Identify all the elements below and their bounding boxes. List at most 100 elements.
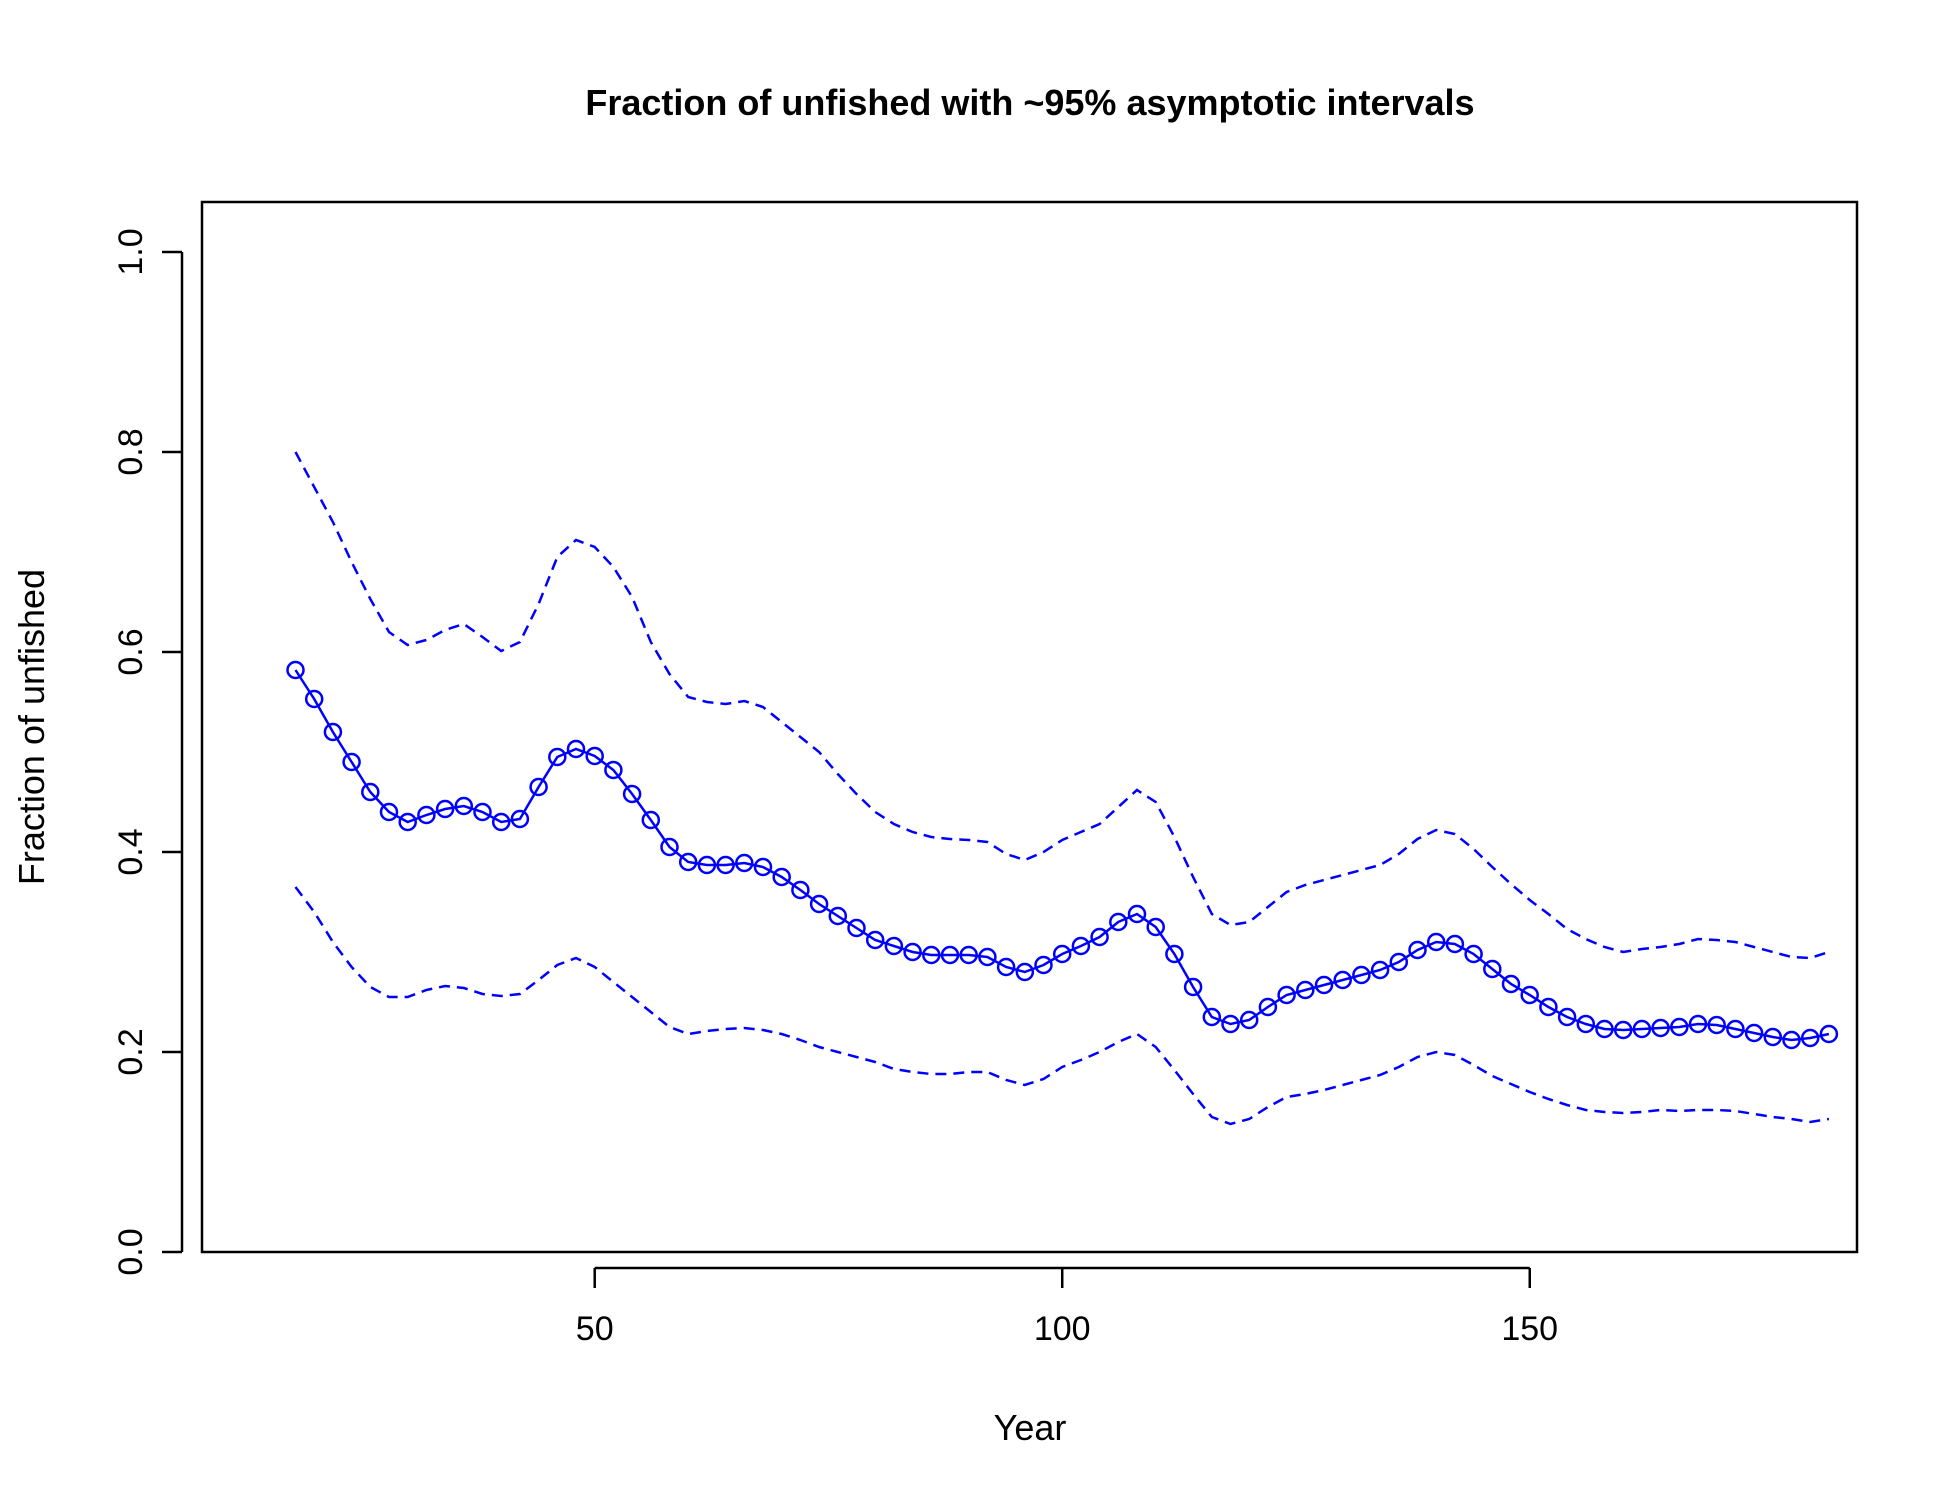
estimate-point [1015,962,1035,982]
estimate-point [361,782,380,802]
estimate-point [1277,985,1296,1005]
estimate-point [1670,1017,1689,1037]
estimate-point [1651,1018,1670,1038]
estimate-point [1520,985,1539,1005]
estimate-point [510,809,530,829]
y-tick-label: 0.0 [112,1228,150,1275]
y-tick-label: 0.2 [112,1028,150,1075]
estimate-point [1352,965,1371,985]
estimate-point [435,799,455,819]
estimate-point [1034,955,1053,975]
estimate-line [294,669,1830,1042]
estimate-point [791,880,810,900]
estimate-point [1688,1014,1708,1034]
x-axis-label: Year [994,1407,1067,1448]
estimate-point [1239,1010,1259,1030]
estimate-point [1127,904,1147,924]
estimate-point [1613,1020,1633,1040]
estimate-point [566,739,586,759]
estimate-point [1426,932,1446,952]
estimate-point [529,777,548,797]
estimate-point [1782,1030,1801,1050]
estimate-point [1744,1023,1764,1043]
estimate-point [1483,959,1502,979]
estimate-point [809,894,829,914]
estimate-point [865,930,885,950]
estimate-point [678,852,698,872]
estimate-point [585,746,604,766]
y-axis: 0.0 0.2 0.4 0.6 0.8 1.0 [112,228,184,1276]
estimate-point [1071,936,1091,956]
estimate-series-layer [286,660,1839,1050]
estimate-point [1408,940,1427,960]
estimate-point [1800,1028,1820,1048]
estimate-point [1183,977,1203,997]
x-tick-label: 150 [1501,1310,1558,1348]
confidence-interval-layer [294,451,1830,1126]
estimate-point [604,760,623,780]
y-tick-label: 0.6 [112,628,150,675]
estimate-point [304,689,324,709]
estimate-point [959,945,978,965]
x-tick-label: 100 [1034,1310,1091,1348]
estimate-point [473,802,492,822]
estimate-point [1314,975,1334,995]
x-tick-label: 50 [576,1310,614,1348]
estimate-point [772,867,791,887]
estimate-point [1445,934,1465,954]
estimate-point [1389,952,1409,972]
estimate-point [978,947,997,967]
plot-frame [200,200,1859,1254]
estimate-point [1333,970,1352,990]
estimate-point [940,945,960,965]
estimate-point [1763,1027,1783,1047]
estimate-point [1632,1019,1652,1039]
estimate-point [286,660,305,680]
estimate-point [996,957,1016,977]
y-axis-label: Fraction of unfished [11,569,52,885]
y-tick-label: 1.0 [112,228,150,275]
estimate-point [491,812,511,832]
estimate-point [1109,912,1128,932]
estimate-point [342,752,361,772]
estimate-point [828,906,848,926]
estimate-point [1296,980,1315,1000]
estimate-point [1146,917,1165,937]
upper-95-interval-line [294,451,1830,960]
estimate-point [323,722,343,742]
x-axis: 50 100 150 [576,1266,1558,1348]
estimate-point [697,855,717,875]
estimate-point [454,796,474,816]
estimate-point [1576,1014,1596,1034]
estimate-point [1258,997,1278,1017]
y-tick-label: 0.8 [112,428,150,475]
estimate-point [548,747,567,767]
estimate-point [379,802,399,822]
estimate-point [417,805,436,825]
lower-95-interval-line [294,886,1830,1126]
estimate-point [922,945,941,965]
estimate-point [1464,944,1483,964]
estimate-point [716,855,735,875]
estimate-point [622,784,642,804]
estimate-point [847,918,866,938]
estimate-point [1557,1007,1577,1027]
estimate-point [1539,997,1558,1017]
estimate-point [1501,974,1521,994]
estimate-point [735,853,754,873]
estimate-point [1370,960,1390,980]
estimate-point [1595,1019,1614,1039]
estimate-point [1707,1015,1726,1035]
estimate-point [398,812,417,832]
estimate-point [903,942,922,962]
estimate-point [1819,1024,1839,1044]
estimate-point [660,837,679,857]
estimate-point [1165,944,1184,964]
plot-area [200,200,1859,1254]
estimate-point [1726,1019,1745,1039]
chart-title: Fraction of unfished with ~95% asymptoti… [585,82,1474,123]
estimate-point [1052,944,1072,964]
y-tick-label: 0.4 [112,828,150,875]
estimate-point [1221,1014,1240,1034]
